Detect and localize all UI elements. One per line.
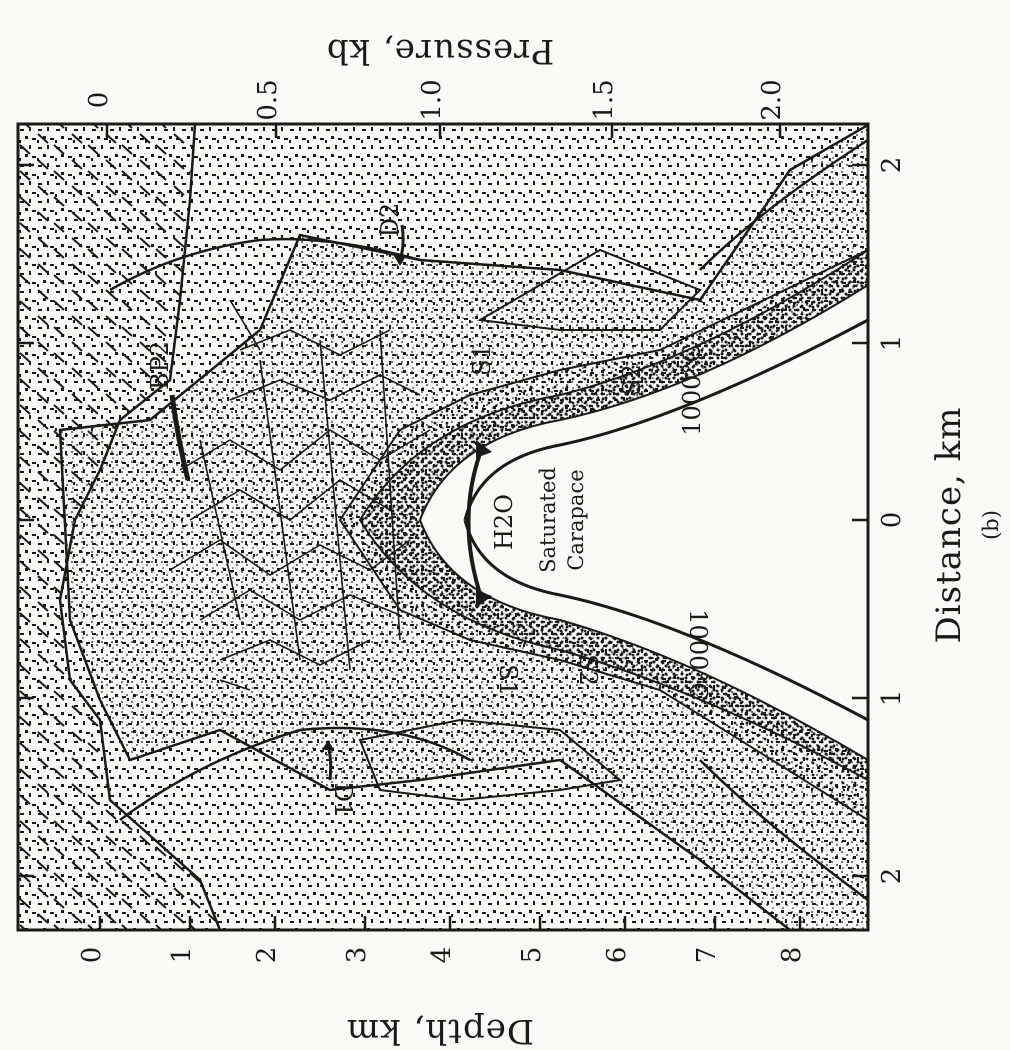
label-s2-left: S2 [574,654,602,686]
depth-axis-title: Depth, km [346,1011,534,1046]
distance-tick-labels: 2 1 0 1 2 [877,157,907,885]
pressure-tick: 0 [84,92,114,109]
depth-tick: 6 [602,947,632,964]
depth-tick: 5 [517,947,547,964]
label-bp2: BP2 [146,341,174,390]
depth-tick: 3 [342,947,372,964]
distance-tick: 1 [877,690,907,707]
h2o-arrow [466,447,484,601]
label-isotherm-right: 1000°C [678,344,706,435]
contact-lines [109,138,869,902]
distance-axis-title: Distance, km [929,406,969,643]
label-s2-right: S2 [618,364,646,396]
depth-tick: 0 [77,947,107,964]
label-s1-left: S1 [494,664,522,696]
label-s1-right: S1 [468,344,496,376]
coarse-inlier-right [476,248,702,331]
label-isotherm-left: 1000°C [684,609,712,700]
tick-marks [18,124,868,930]
label-carapace: Carapace [564,469,588,570]
label-d1: D1 [329,783,357,818]
plot-area [16,122,870,932]
breccia-fracture-network [169,299,431,691]
pressure-tick: 0.5 [253,79,283,120]
distance-tick: 2 [877,868,907,885]
depth-tick: 2 [252,947,282,964]
h2o-arrowhead-top [476,440,492,458]
depth-tick: 1 [167,947,197,964]
pressure-tick-labels: 0 0.5 1.0 1.5 2.0 [84,79,787,120]
pressure-tick: 1.0 [417,79,447,120]
bp2-pointer [169,394,191,481]
label-h2o: H2O [490,494,518,550]
pressure-tick: 1.5 [589,79,619,120]
pressure-axis-title: Pressure, kb [326,31,554,71]
depth-tick-labels: 0 1 2 3 4 5 6 7 8 [77,947,807,964]
label-saturated: Saturated [536,467,560,573]
h2o-arrowhead-bottom [476,590,492,608]
depth-tick: 7 [692,947,722,964]
depth-tick: 8 [777,947,807,964]
isotherm-1000c [463,318,869,722]
distance-tick: 0 [877,512,907,529]
plot-frame [16,122,870,932]
pressure-tick: 2.0 [757,79,787,120]
feature-labels: BP2 D2 D1 S1 S2 S1 S2 1000°C 1000°C H2O … [146,203,712,818]
distance-tick: 2 [877,157,907,174]
depth-tick: 4 [427,947,457,964]
label-d2: D2 [376,203,404,238]
panel-label: (b) [979,510,1003,540]
distance-tick: 1 [877,335,907,352]
